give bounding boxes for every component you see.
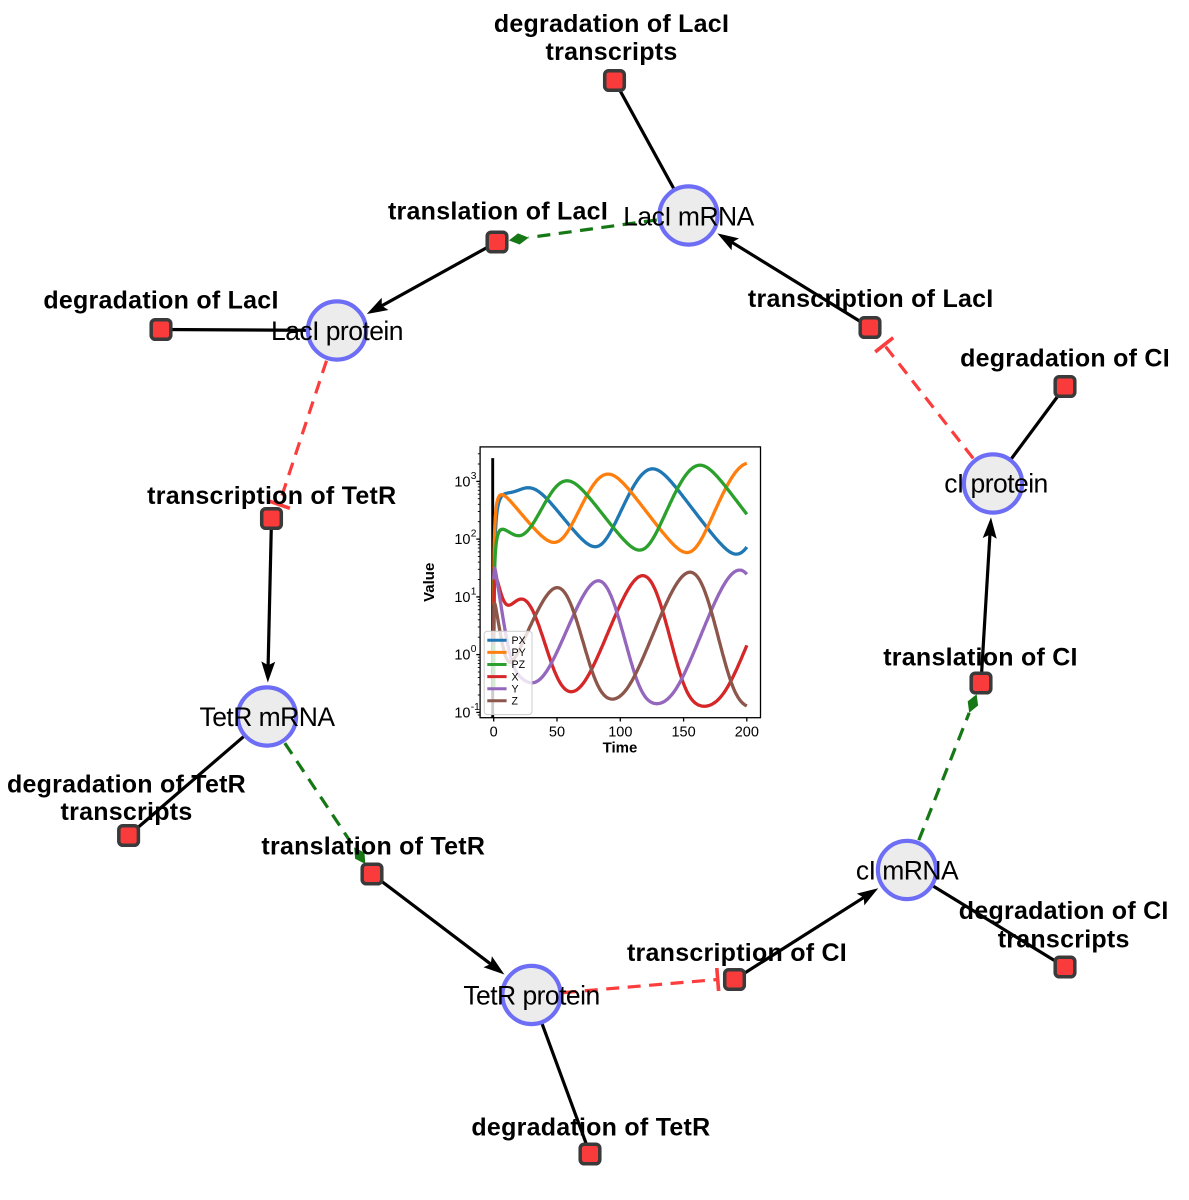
svg-text:150: 150 <box>671 725 695 741</box>
svg-text:degradation of LacI: degradation of LacI <box>43 287 278 315</box>
svg-text:degradation of TetR: degradation of TetR <box>7 771 246 799</box>
svg-text:transcription of LacI: transcription of LacI <box>748 285 994 313</box>
svg-text:200: 200 <box>735 725 759 741</box>
svg-text:10: 10 <box>454 474 470 490</box>
svg-text:transcription of CI: transcription of CI <box>627 939 847 967</box>
svg-text:-1: -1 <box>471 702 480 713</box>
svg-text:0: 0 <box>490 725 498 741</box>
svg-text:10: 10 <box>454 532 470 548</box>
svg-text:degradation of LacI: degradation of LacI <box>494 10 729 38</box>
svg-text:degradation of CI: degradation of CI <box>959 897 1169 925</box>
svg-text:degradation of CI: degradation of CI <box>960 345 1170 373</box>
svg-text:transcripts: transcripts <box>61 798 193 826</box>
svg-text:degradation of TetR: degradation of TetR <box>471 1113 710 1141</box>
svg-text:cI protein: cI protein <box>944 469 1048 499</box>
svg-text:cI mRNA: cI mRNA <box>856 856 959 886</box>
svg-text:10: 10 <box>454 648 470 664</box>
svg-text:10: 10 <box>454 590 470 606</box>
svg-text:50: 50 <box>549 725 565 741</box>
svg-text:PY: PY <box>512 647 526 659</box>
svg-text:Time: Time <box>603 740 638 757</box>
svg-text:LacI mRNA: LacI mRNA <box>623 201 754 231</box>
svg-text:translation of CI: translation of CI <box>883 644 1078 672</box>
svg-text:Value: Value <box>421 563 438 602</box>
svg-text:2: 2 <box>471 529 477 540</box>
svg-text:translation of TetR: translation of TetR <box>261 833 485 861</box>
svg-text:transcripts: transcripts <box>998 925 1130 953</box>
svg-text:PZ: PZ <box>512 659 526 671</box>
svg-text:transcripts: transcripts <box>546 38 678 66</box>
svg-text:TetR protein: TetR protein <box>463 981 599 1011</box>
svg-text:transcription of TetR: transcription of TetR <box>147 482 396 510</box>
svg-text:TetR mRNA: TetR mRNA <box>200 702 336 732</box>
svg-text:translation of LacI: translation of LacI <box>388 198 608 226</box>
svg-text:LacI protein: LacI protein <box>271 316 403 346</box>
svg-text:3: 3 <box>471 471 477 482</box>
svg-text:Y: Y <box>512 683 519 695</box>
svg-text:10: 10 <box>454 705 470 721</box>
svg-text:0: 0 <box>471 644 477 655</box>
svg-text:PX: PX <box>512 635 526 647</box>
svg-text:1: 1 <box>471 586 477 597</box>
svg-text:100: 100 <box>608 725 632 741</box>
svg-text:Z: Z <box>512 696 519 708</box>
svg-text:X: X <box>512 671 519 683</box>
